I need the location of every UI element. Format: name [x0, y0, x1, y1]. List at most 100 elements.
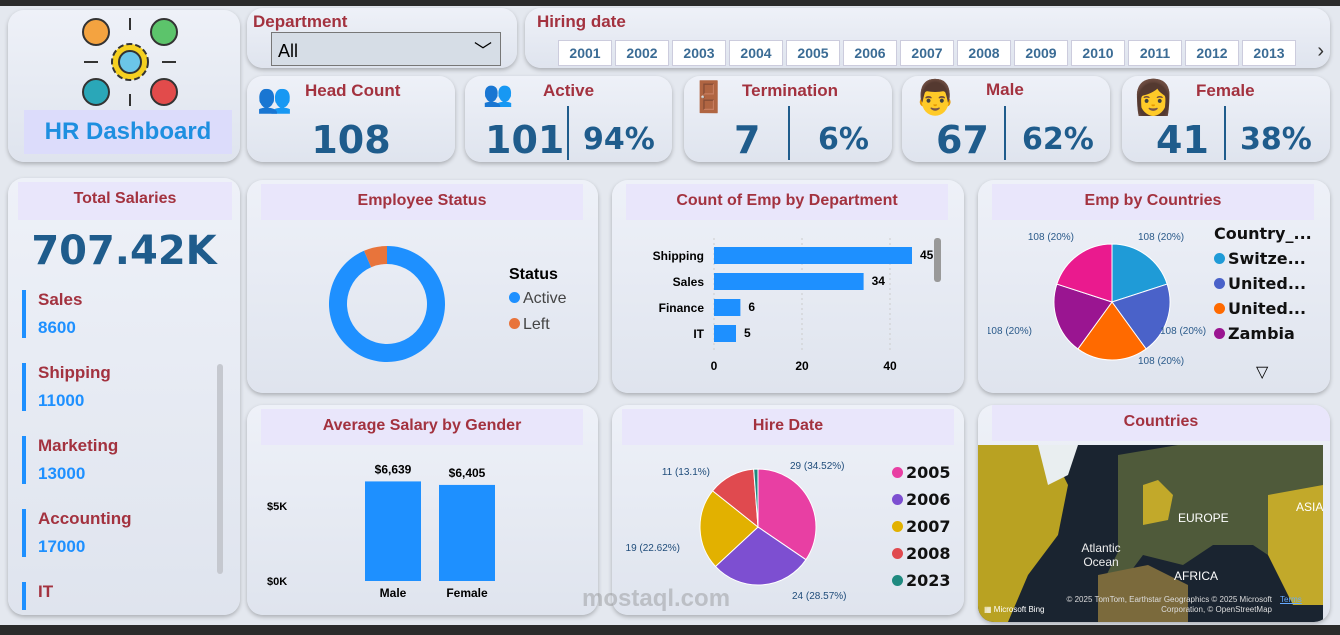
y-tick-label: $5K — [267, 501, 287, 513]
card-title: Average Salary by Gender — [261, 409, 583, 445]
legend-item[interactable]: Switze... — [1214, 249, 1312, 268]
year-button[interactable]: 2006 — [843, 40, 897, 66]
kpi-termination: 🚪 Termination 7 6% — [684, 76, 892, 162]
year-button[interactable]: 2007 — [900, 40, 954, 66]
legend-item: Left — [523, 316, 550, 333]
kpi-head-count: 👥 Head Count 108 — [247, 76, 455, 162]
salary-value: 8600 — [38, 318, 76, 337]
year-button[interactable]: 2008 — [957, 40, 1011, 66]
data-label: 108 (20%) — [1028, 232, 1074, 243]
map-credit: © 2025 TomTom, Earthstar Geographics © 2… — [1066, 595, 1272, 614]
hire-date-card: Hire Date 29 (34.52%) 24 (28.57%) 19 (22.6… — [582, 405, 964, 615]
map-canvas[interactable]: EUROPE ASIA Atlantic Ocean AFRICA ▦ Micr… — [978, 445, 1323, 622]
category-label: Female — [446, 586, 488, 600]
category-label: IT — [693, 327, 704, 341]
legend-item[interactable]: 2006 — [892, 490, 951, 509]
data-label: 5 — [744, 326, 751, 340]
bar — [714, 273, 864, 290]
countries-legend: Country_... Switze... United... United... Z… — [1214, 224, 1312, 349]
salary-item: Marketing 13000 — [22, 436, 118, 484]
year-button[interactable]: 2002 — [615, 40, 669, 66]
data-label: 24 (28.57%) — [792, 591, 846, 602]
kpi-percent: 38% — [1240, 122, 1312, 157]
map-label: Atlantic Ocean — [1081, 541, 1121, 569]
card-title: Total Salaries — [18, 182, 232, 220]
kpi-value: 41 — [1156, 118, 1209, 162]
category-label: Male — [380, 586, 407, 600]
status-donut — [329, 246, 445, 362]
group-icon: 👥 — [257, 83, 292, 114]
male-icon: 👨 — [914, 79, 957, 117]
legend-item[interactable]: United... — [1214, 299, 1312, 318]
map-label: AFRICA — [1174, 569, 1219, 583]
employee-status-card: Employee Status Status Active Left — [247, 180, 598, 393]
avg-salary-card: Average Salary by Gender $0K $5K $6,639 Mal… — [247, 405, 598, 615]
active-users-icon: 👥 — [483, 81, 513, 108]
department-name: Accounting — [38, 509, 132, 528]
total-salaries-card: Total Salaries 707.42K Sales 8600 Shipping… — [8, 178, 240, 615]
year-button[interactable]: 2010 — [1071, 40, 1125, 66]
legend-item[interactable]: United... — [1214, 274, 1312, 293]
legend-title: Status — [509, 266, 558, 283]
hire-slice — [714, 526, 807, 586]
department-name: Marketing — [38, 436, 119, 455]
country-slice — [1077, 301, 1147, 361]
department-select[interactable]: All ﹀ — [271, 32, 501, 66]
data-label: 6 — [748, 300, 755, 314]
salary-item: Accounting 17000 — [22, 509, 132, 557]
salary-item: Sales 8600 — [22, 290, 82, 338]
bar — [714, 247, 912, 264]
card-title: Countries — [992, 405, 1330, 441]
hire-date-legend: 2005 2006 2007 2008 2023 — [892, 463, 951, 598]
bar — [365, 481, 421, 581]
department-name: Shipping — [38, 363, 111, 382]
country-slice — [1053, 283, 1113, 350]
legend-item[interactable]: 2008 — [892, 544, 951, 563]
emp-by-department-card: Count of Emp by Department 0 20 40 Shipping… — [612, 180, 964, 393]
total-salaries-value: 707.42K — [31, 228, 217, 274]
legend-item[interactable]: 2023 — [892, 571, 951, 590]
category-label: Sales — [673, 275, 705, 289]
status-slice — [364, 246, 387, 268]
year-button[interactable]: 2012 — [1185, 40, 1239, 66]
emp-by-countries-card: Emp by Countries 108 (20%) 108 (20%) 108 (… — [978, 180, 1330, 393]
year-button[interactable]: 2011 — [1128, 40, 1182, 66]
data-label: $6,405 — [449, 466, 486, 480]
legend-item[interactable]: 2007 — [892, 517, 951, 536]
legend-item[interactable]: Zambia — [1214, 324, 1312, 343]
bottom-bar — [0, 625, 1340, 635]
data-label: 45 — [920, 248, 934, 262]
department-name: Sales — [38, 290, 83, 309]
kpi-active: 👥 Active 101 94% — [465, 76, 672, 162]
legend-item[interactable]: 2005 — [892, 463, 951, 482]
year-button[interactable]: 2001 — [558, 40, 612, 66]
year-button[interactable]: 2005 — [786, 40, 840, 66]
hire-date-pie-chart: 29 (34.52%) 24 (28.57%) 19 (22.62%) 11 (13.… — [626, 461, 847, 602]
salary-item: Shipping 11000 — [22, 363, 111, 411]
scrollbar[interactable] — [934, 238, 941, 282]
year-button[interactable]: 2013 — [1242, 40, 1296, 66]
terms-link[interactable]: Terms — [1280, 595, 1302, 604]
legend-scroll-down-icon[interactable]: ▽ — [1256, 364, 1269, 381]
top-bar — [0, 0, 1340, 6]
category-label: Finance — [659, 301, 705, 315]
card-title: Employee Status — [261, 184, 583, 220]
hr-network-gear-icon — [82, 18, 178, 106]
kpi-label: Termination — [742, 81, 839, 100]
category-label: Shipping — [653, 249, 704, 263]
map-label: EUROPE — [1178, 511, 1229, 525]
kpi-label: Female — [1196, 81, 1255, 100]
year-button[interactable]: 2003 — [672, 40, 726, 66]
kpi-value: 67 — [936, 118, 989, 162]
scrollbar[interactable] — [217, 364, 223, 574]
x-tick-label: 40 — [883, 359, 897, 373]
year-button[interactable]: 2004 — [729, 40, 783, 66]
salary-item: IT — [22, 582, 53, 610]
bar — [714, 299, 741, 316]
data-label: 11 (13.1%) — [662, 467, 710, 478]
y-tick-label: $0K — [267, 576, 287, 588]
salary-value: 17000 — [38, 537, 86, 556]
chevron-right-icon[interactable]: › — [1317, 40, 1324, 62]
year-button[interactable]: 2009 — [1014, 40, 1068, 66]
watermark: mostaql.com — [582, 585, 731, 612]
